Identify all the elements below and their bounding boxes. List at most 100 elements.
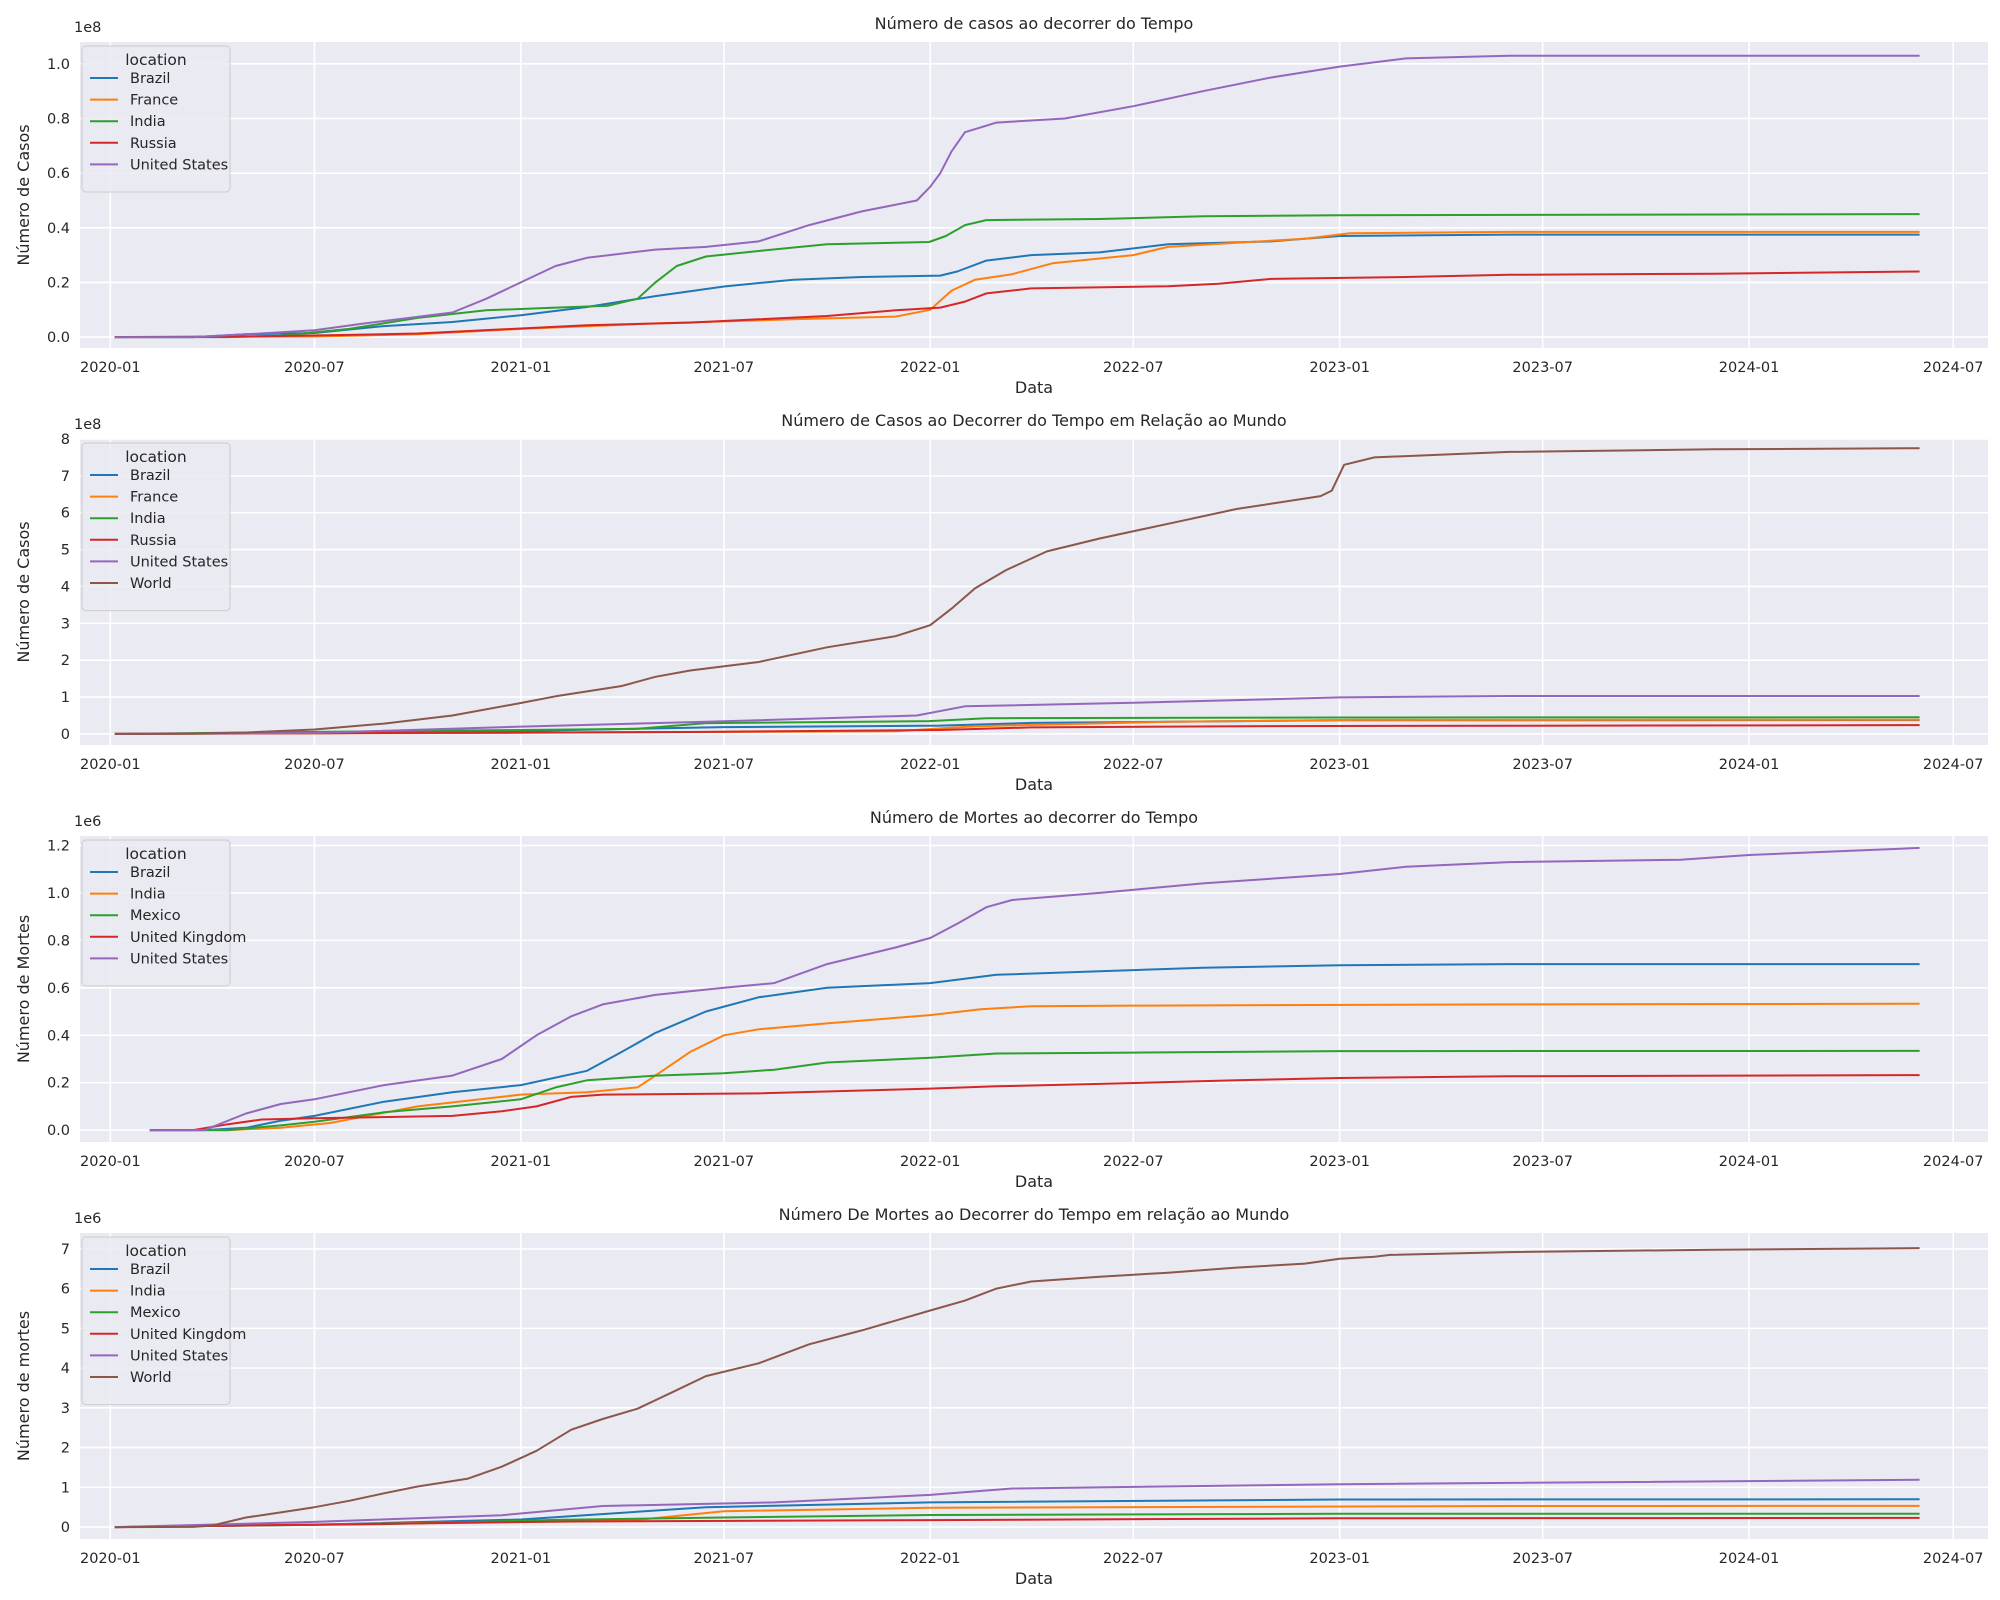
legend-label-brazil: Brazil	[130, 71, 170, 87]
y-tick-label: 1.0	[47, 886, 70, 902]
y-tick-label: 0	[61, 1520, 70, 1536]
x-tick-label: 2021-01	[491, 1551, 552, 1567]
series-line-united-states	[114, 1478, 1920, 1529]
y-axis-label: Número de Casos	[14, 124, 33, 265]
series-group	[149, 846, 1920, 1132]
legend-label-russia: Russia	[130, 533, 177, 549]
x-tick-label: 2022-01	[900, 360, 961, 376]
x-tick-label: 2023-01	[1309, 1551, 1370, 1567]
chart-panel-4: 0 1 2 3 4 5 6 7 2020-01 2020-07 2021-01 2021-07 2022…	[14, 1205, 1988, 1588]
x-axis-label: Data	[1015, 378, 1053, 397]
legend: location Brazil India Mexico United Kingdom U…	[81, 1236, 246, 1406]
y-tick-label: 0.8	[47, 112, 70, 128]
x-tick-label: 2024-01	[1719, 1154, 1780, 1170]
x-tick-label: 2021-07	[694, 1551, 755, 1567]
legend-label-united-states: United States	[130, 157, 228, 173]
chart-panel-3: 0.0 0.2 0.4 0.6 0.8 1.0 1.2 2020-01 2020-07 2021-…	[14, 808, 1988, 1191]
y-tick-label: 0.2	[47, 275, 70, 291]
y-tick-label: 2	[61, 653, 70, 669]
legend-label-india: India	[130, 114, 166, 130]
legend: location Brazil India Mexico United Kingdom U…	[81, 839, 246, 987]
series-line-world	[114, 447, 1920, 735]
x-tick-label: 2023-07	[1512, 757, 1573, 773]
y-axis-label: Número de Mortes	[14, 915, 33, 1063]
series-group	[114, 447, 1920, 735]
series-line-india	[149, 1002, 1920, 1132]
y-tick-label: 0.6	[47, 981, 70, 997]
plot-area	[80, 42, 1988, 348]
series-group	[114, 54, 1920, 339]
series-line-united-states	[149, 846, 1920, 1132]
plot-area	[80, 439, 1988, 745]
x-tick-label: 2024-07	[1923, 1551, 1984, 1567]
y-offset-label: 1e8	[74, 417, 101, 433]
x-tick-label: 2023-07	[1512, 1551, 1573, 1567]
legend-label-world: World	[130, 576, 172, 592]
y-offset-label: 1e8	[74, 20, 101, 36]
x-tick-label: 2020-01	[80, 757, 141, 773]
x-tick-label: 2020-01	[80, 1154, 141, 1170]
chart-title: Número de casos ao decorrer do Tempo	[875, 14, 1194, 33]
y-tick-label: 0.8	[47, 933, 70, 949]
y-tick-label: 0.4	[47, 221, 70, 237]
series-line-india	[114, 716, 1920, 735]
y-tick-label: 1	[61, 690, 70, 706]
x-tick-label: 2023-01	[1309, 757, 1370, 773]
legend-label-united-kingdom: United Kingdom	[130, 1327, 246, 1343]
legend-box	[81, 45, 231, 193]
legend-label-world: World	[130, 1370, 172, 1386]
x-tick-label: 2020-07	[284, 1154, 345, 1170]
x-tick-label: 2024-01	[1719, 757, 1780, 773]
legend-label-france: France	[130, 93, 178, 109]
y-tick-label: 6	[61, 506, 70, 522]
legend-label-india: India	[130, 887, 166, 903]
y-tick-label: 0.0	[47, 330, 70, 346]
series-line-united-kingdom	[149, 1074, 1920, 1132]
series-line-india	[114, 213, 1920, 339]
series-line-united-states	[114, 695, 1920, 735]
x-tick-label: 2023-07	[1512, 1154, 1573, 1170]
x-tick-label: 2024-01	[1719, 1551, 1780, 1567]
series-line-world	[114, 1247, 1920, 1529]
x-tick-label: 2024-07	[1923, 757, 1984, 773]
y-tick-label: 5	[61, 1321, 70, 1337]
y-tick-label: 2	[61, 1441, 70, 1457]
y-tick-label: 7	[61, 469, 70, 485]
x-axis-label: Data	[1015, 775, 1053, 794]
series-group	[114, 1247, 1920, 1529]
y-tick-label: 0.4	[47, 1028, 70, 1044]
chart-title: Número de Mortes ao decorrer do Tempo	[870, 808, 1198, 827]
legend-label-united-kingdom: United Kingdom	[130, 930, 246, 946]
legend: location Brazil France India Russia United St…	[81, 442, 231, 612]
legend-label-india: India	[130, 1284, 166, 1300]
x-tick-label: 2020-07	[284, 757, 345, 773]
legend-label-united-states: United States	[130, 951, 228, 967]
legend-box	[81, 839, 231, 987]
legend-label-united-states: United States	[130, 1348, 228, 1364]
legend-label-brazil: Brazil	[130, 468, 170, 484]
x-tick-label: 2024-07	[1923, 360, 1984, 376]
x-tick-label: 2020-01	[80, 360, 141, 376]
y-axis-label: Número de mortes	[14, 1311, 33, 1461]
y-tick-label: 3	[61, 1401, 70, 1417]
x-tick-label: 2022-01	[900, 757, 961, 773]
legend-label-united-states: United States	[130, 554, 228, 570]
x-tick-label: 2023-01	[1309, 1154, 1370, 1170]
legend-label-brazil: Brazil	[130, 1262, 170, 1278]
x-tick-label: 2021-01	[491, 1154, 552, 1170]
plot-area	[80, 1233, 1988, 1539]
chart-title: Número de Casos ao Decorrer do Tempo em …	[781, 411, 1286, 430]
x-tick-label: 2021-01	[491, 757, 552, 773]
chart-panel-2: 0 1 2 3 4 5 6 7 8 2020-01 2020-07 2021-01 2021-07 202…	[14, 411, 1988, 794]
legend-label-russia: Russia	[130, 136, 177, 152]
y-tick-label: 0	[61, 727, 70, 743]
x-tick-label: 2023-07	[1512, 360, 1573, 376]
x-axis-label: Data	[1015, 1172, 1053, 1191]
legend-label-mexico: Mexico	[130, 1305, 181, 1321]
x-tick-label: 2022-07	[1103, 360, 1164, 376]
legend-label-france: France	[130, 490, 178, 506]
y-tick-label: 4	[61, 1361, 70, 1377]
x-tick-label: 2022-07	[1103, 757, 1164, 773]
x-tick-label: 2021-01	[491, 360, 552, 376]
